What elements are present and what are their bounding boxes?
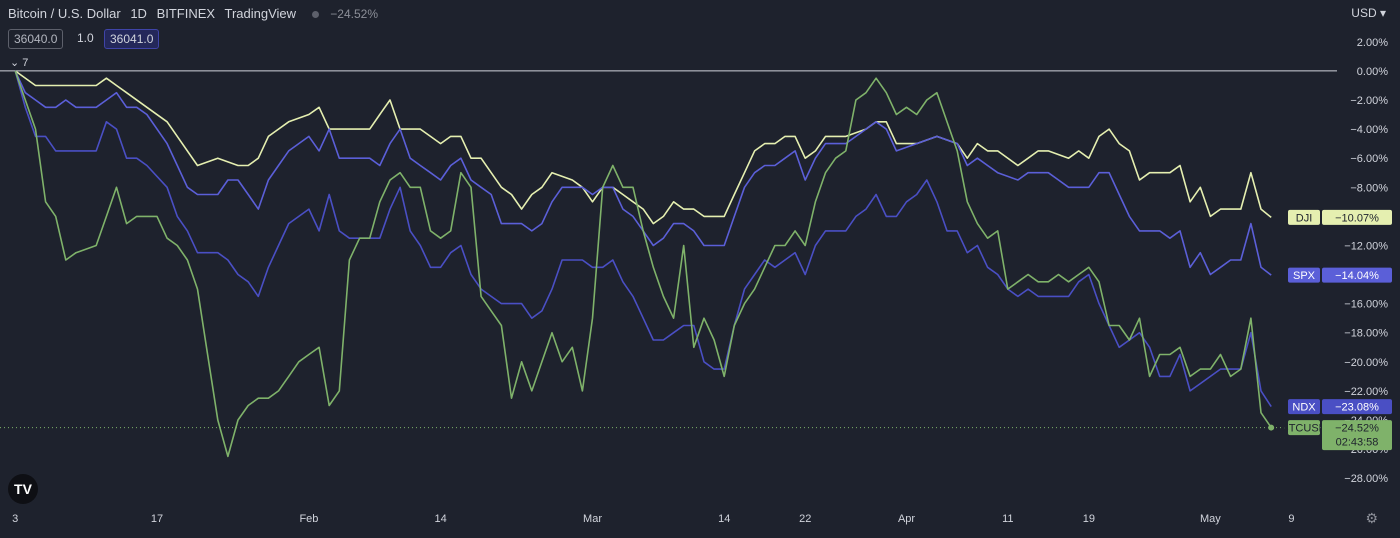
series-name-badge bbox=[1288, 267, 1320, 283]
chevron-down-icon: ▾ bbox=[1376, 6, 1386, 20]
last-price-dot bbox=[1268, 424, 1275, 431]
exchange-label: BITFINEX bbox=[156, 6, 216, 21]
series-value-badge bbox=[1322, 420, 1392, 451]
series-value-label: −10.07% bbox=[1335, 212, 1379, 224]
series-name-badge bbox=[1288, 399, 1320, 415]
y-tick-label: −16.00% bbox=[1344, 299, 1388, 311]
series-line-spx bbox=[14, 70, 1272, 276]
y-tick-label: −18.00% bbox=[1344, 328, 1388, 340]
series-name-badge bbox=[1288, 209, 1320, 225]
series-value-label: −23.08% bbox=[1335, 402, 1379, 414]
y-tick-label: 2.00% bbox=[1357, 37, 1388, 49]
y-tick-label: −12.00% bbox=[1344, 240, 1388, 252]
x-axis: 3 17 Feb 14 Mar 14 22 Apr 11 19 May 9 bbox=[12, 513, 1294, 525]
x-tick-label: 19 bbox=[1083, 513, 1095, 525]
y-tick-label: −8.00% bbox=[1350, 182, 1388, 194]
collapse-legend-button[interactable]: ⌄ 7 bbox=[10, 56, 28, 69]
x-tick-label: 14 bbox=[434, 513, 446, 525]
y-tick-label: −4.00% bbox=[1350, 124, 1388, 136]
x-tick-label: Apr bbox=[898, 513, 915, 525]
indicator-count: 7 bbox=[22, 57, 29, 69]
x-tick-label: 3 bbox=[12, 513, 18, 525]
y-tick-label: −6.00% bbox=[1350, 153, 1388, 165]
x-tick-label: 22 bbox=[799, 513, 811, 525]
series-name-badge bbox=[1288, 420, 1320, 436]
x-tick-label: 9 bbox=[1288, 513, 1294, 525]
change-percent: −24.52% bbox=[330, 7, 378, 21]
x-tick-label: 11 bbox=[1002, 513, 1013, 525]
x-tick-label: Mar bbox=[583, 513, 602, 525]
buy-price-button[interactable]: 36041.0 bbox=[104, 29, 160, 49]
series-value-badge bbox=[1322, 399, 1392, 415]
bar-countdown-label: 02:43:58 bbox=[1336, 437, 1379, 449]
series-name-label: BTCUSD bbox=[1281, 423, 1326, 435]
tradingview-logo-icon[interactable]: TV bbox=[8, 474, 38, 504]
series-value-label: −24.52% bbox=[1335, 423, 1379, 435]
chart-header: Bitcoin / U.S. Dollar 1D BITFINEX Tradin… bbox=[8, 6, 384, 21]
currency-label: USD bbox=[1351, 6, 1377, 20]
series-line-dji bbox=[14, 70, 1272, 225]
series-value-badge bbox=[1322, 267, 1392, 283]
symbol-title[interactable]: Bitcoin / U.S. Dollar bbox=[8, 6, 121, 21]
series-line-ndx bbox=[14, 70, 1272, 408]
x-tick-label: 17 bbox=[151, 513, 163, 525]
series-line-btcusd bbox=[14, 70, 1272, 458]
settings-gear-icon[interactable]: ⚙ bbox=[1365, 510, 1378, 526]
y-tick-label: −22.00% bbox=[1344, 386, 1388, 398]
y-tick-label: 0.00% bbox=[1357, 66, 1388, 78]
interval-label[interactable]: 1D bbox=[130, 6, 147, 21]
status-dot-icon bbox=[311, 10, 319, 18]
y-tick-label: −20.00% bbox=[1344, 357, 1388, 369]
series-value-badge bbox=[1322, 209, 1392, 225]
y-tick-label: −28.00% bbox=[1344, 473, 1388, 485]
series-name-label: SPX bbox=[1293, 270, 1316, 282]
series-value-label: −14.04% bbox=[1335, 270, 1379, 282]
series-group bbox=[0, 70, 1337, 458]
sell-price-button[interactable]: 36040.0 bbox=[8, 29, 64, 49]
series-name-label: DJI bbox=[1296, 212, 1313, 224]
x-tick-label: May bbox=[1200, 513, 1221, 525]
y-tick-label: −2.00% bbox=[1350, 95, 1388, 107]
series-last-labels: DJI −10.07% SPX −14.04% NDX −23.08% BTCUSD −24.… bbox=[1281, 209, 1392, 451]
series-name-label: NDX bbox=[1292, 402, 1316, 414]
x-tick-label: Feb bbox=[299, 513, 318, 525]
chevron-down-icon: ⌄ bbox=[10, 57, 23, 69]
currency-selector[interactable]: USD ▾ bbox=[1351, 6, 1386, 20]
order-quantity[interactable]: 1.0 bbox=[77, 31, 94, 45]
x-tick-label: 14 bbox=[718, 513, 730, 525]
platform-label: TradingView bbox=[224, 6, 297, 21]
